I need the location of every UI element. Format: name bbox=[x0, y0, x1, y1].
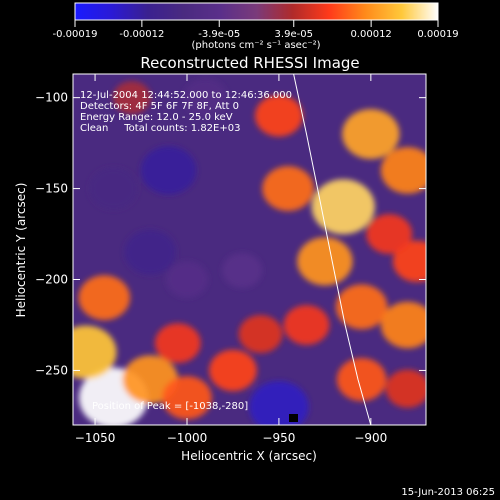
heatmap-blob bbox=[342, 109, 400, 159]
y-tick-label: −150 bbox=[35, 182, 68, 196]
annotation-time: 12-Jul-2004 12:44:52.000 to 12:46:36.000 bbox=[80, 90, 292, 101]
x-tick-label: −1050 bbox=[75, 431, 116, 445]
axis-ticks: −1050 −1000 −950 −900 −100 −150 −200 −250 bbox=[35, 74, 426, 445]
peak-position-label: Position of Peak = [-1038,-280] bbox=[92, 401, 248, 412]
colorbar-tick-label: 3.9e-05 bbox=[275, 29, 313, 40]
heatmap-blob bbox=[385, 369, 426, 408]
plot-frame bbox=[72, 73, 427, 426]
heatmap-blob bbox=[380, 301, 426, 349]
heatmap-blob bbox=[366, 214, 413, 254]
chart-title: Reconstructed RHESSI Image bbox=[140, 54, 359, 72]
heatmap-blob bbox=[78, 275, 131, 321]
annotations: 12-Jul-2004 12:44:52.000 to 12:46:36.000… bbox=[80, 90, 292, 412]
heatmap-blob bbox=[162, 376, 212, 420]
footer-timestamp: 15-Jun-2013 06:25 bbox=[401, 487, 495, 498]
heatmap-blob bbox=[183, 78, 228, 117]
heatmap-blob bbox=[336, 357, 387, 402]
colorbar-tick-label: -0.00012 bbox=[119, 29, 164, 40]
colorbar-ticks: -0.00019 -0.00012 -3.9e-05 3.9e-05 0.00012 0.… bbox=[53, 20, 459, 40]
heatmap-blob bbox=[335, 284, 388, 330]
colorbar-tick-label: 0.00019 bbox=[417, 29, 458, 40]
heatmap-blob bbox=[283, 305, 330, 345]
colorbar-tick-label: -0.00019 bbox=[53, 29, 98, 40]
colorbar-gradient bbox=[74, 2, 439, 21]
heatmap-blob bbox=[124, 229, 177, 275]
heatmap-blob bbox=[222, 253, 263, 288]
x-tick-label: −950 bbox=[262, 431, 295, 445]
heatmap-blob bbox=[238, 315, 283, 354]
heatmap-blob bbox=[380, 147, 426, 194]
x-axis-label: Heliocentric X (arcsec) bbox=[181, 449, 317, 463]
heatmap-blob bbox=[311, 179, 375, 235]
heatmap-blob bbox=[255, 95, 303, 137]
x-tick-label: −1000 bbox=[167, 431, 208, 445]
annotation-detectors: Detectors: 4F 5F 6F 7F 8F, Att 0 bbox=[80, 101, 239, 112]
colorbar-tick-label: -3.9e-05 bbox=[198, 29, 240, 40]
heatmap-blob bbox=[166, 261, 208, 298]
y-tick-label: −250 bbox=[35, 363, 68, 377]
annotation-clean: Clean Total counts: 1.82E+03 bbox=[80, 123, 240, 134]
annotation-energy: Energy Range: 12.0 - 25.0 keV bbox=[80, 112, 233, 123]
colorbar-unit-label: (photons cm⁻² s⁻¹ asec⁻²) bbox=[191, 40, 320, 51]
heatmap-blob bbox=[297, 237, 353, 286]
heatmap-blob bbox=[112, 81, 151, 115]
colorbar: -0.00019 -0.00012 -3.9e-05 3.9e-05 0.00012 0.… bbox=[53, 2, 459, 51]
peak-marker bbox=[289, 414, 298, 422]
heatmap-blob bbox=[209, 349, 257, 392]
y-tick-label: −100 bbox=[35, 91, 68, 105]
heatmap-blob bbox=[89, 167, 138, 210]
plot-area: −1050 −1000 −950 −900 −100 −150 −200 −250 12-Ju… bbox=[35, 73, 427, 445]
y-tick-label: −200 bbox=[35, 273, 68, 287]
heatmap-blob bbox=[262, 166, 314, 211]
heatmap-blob bbox=[154, 323, 201, 364]
x-tick-label: −900 bbox=[354, 431, 387, 445]
solar-limb-curve bbox=[293, 74, 372, 425]
heatmap-blob bbox=[140, 146, 197, 195]
heatmap-blobs bbox=[73, 78, 426, 425]
heatmap-blob bbox=[73, 325, 117, 379]
y-axis-label: Heliocentric Y (arcsec) bbox=[14, 183, 28, 318]
colorbar-tick-label: 0.00012 bbox=[350, 29, 391, 40]
